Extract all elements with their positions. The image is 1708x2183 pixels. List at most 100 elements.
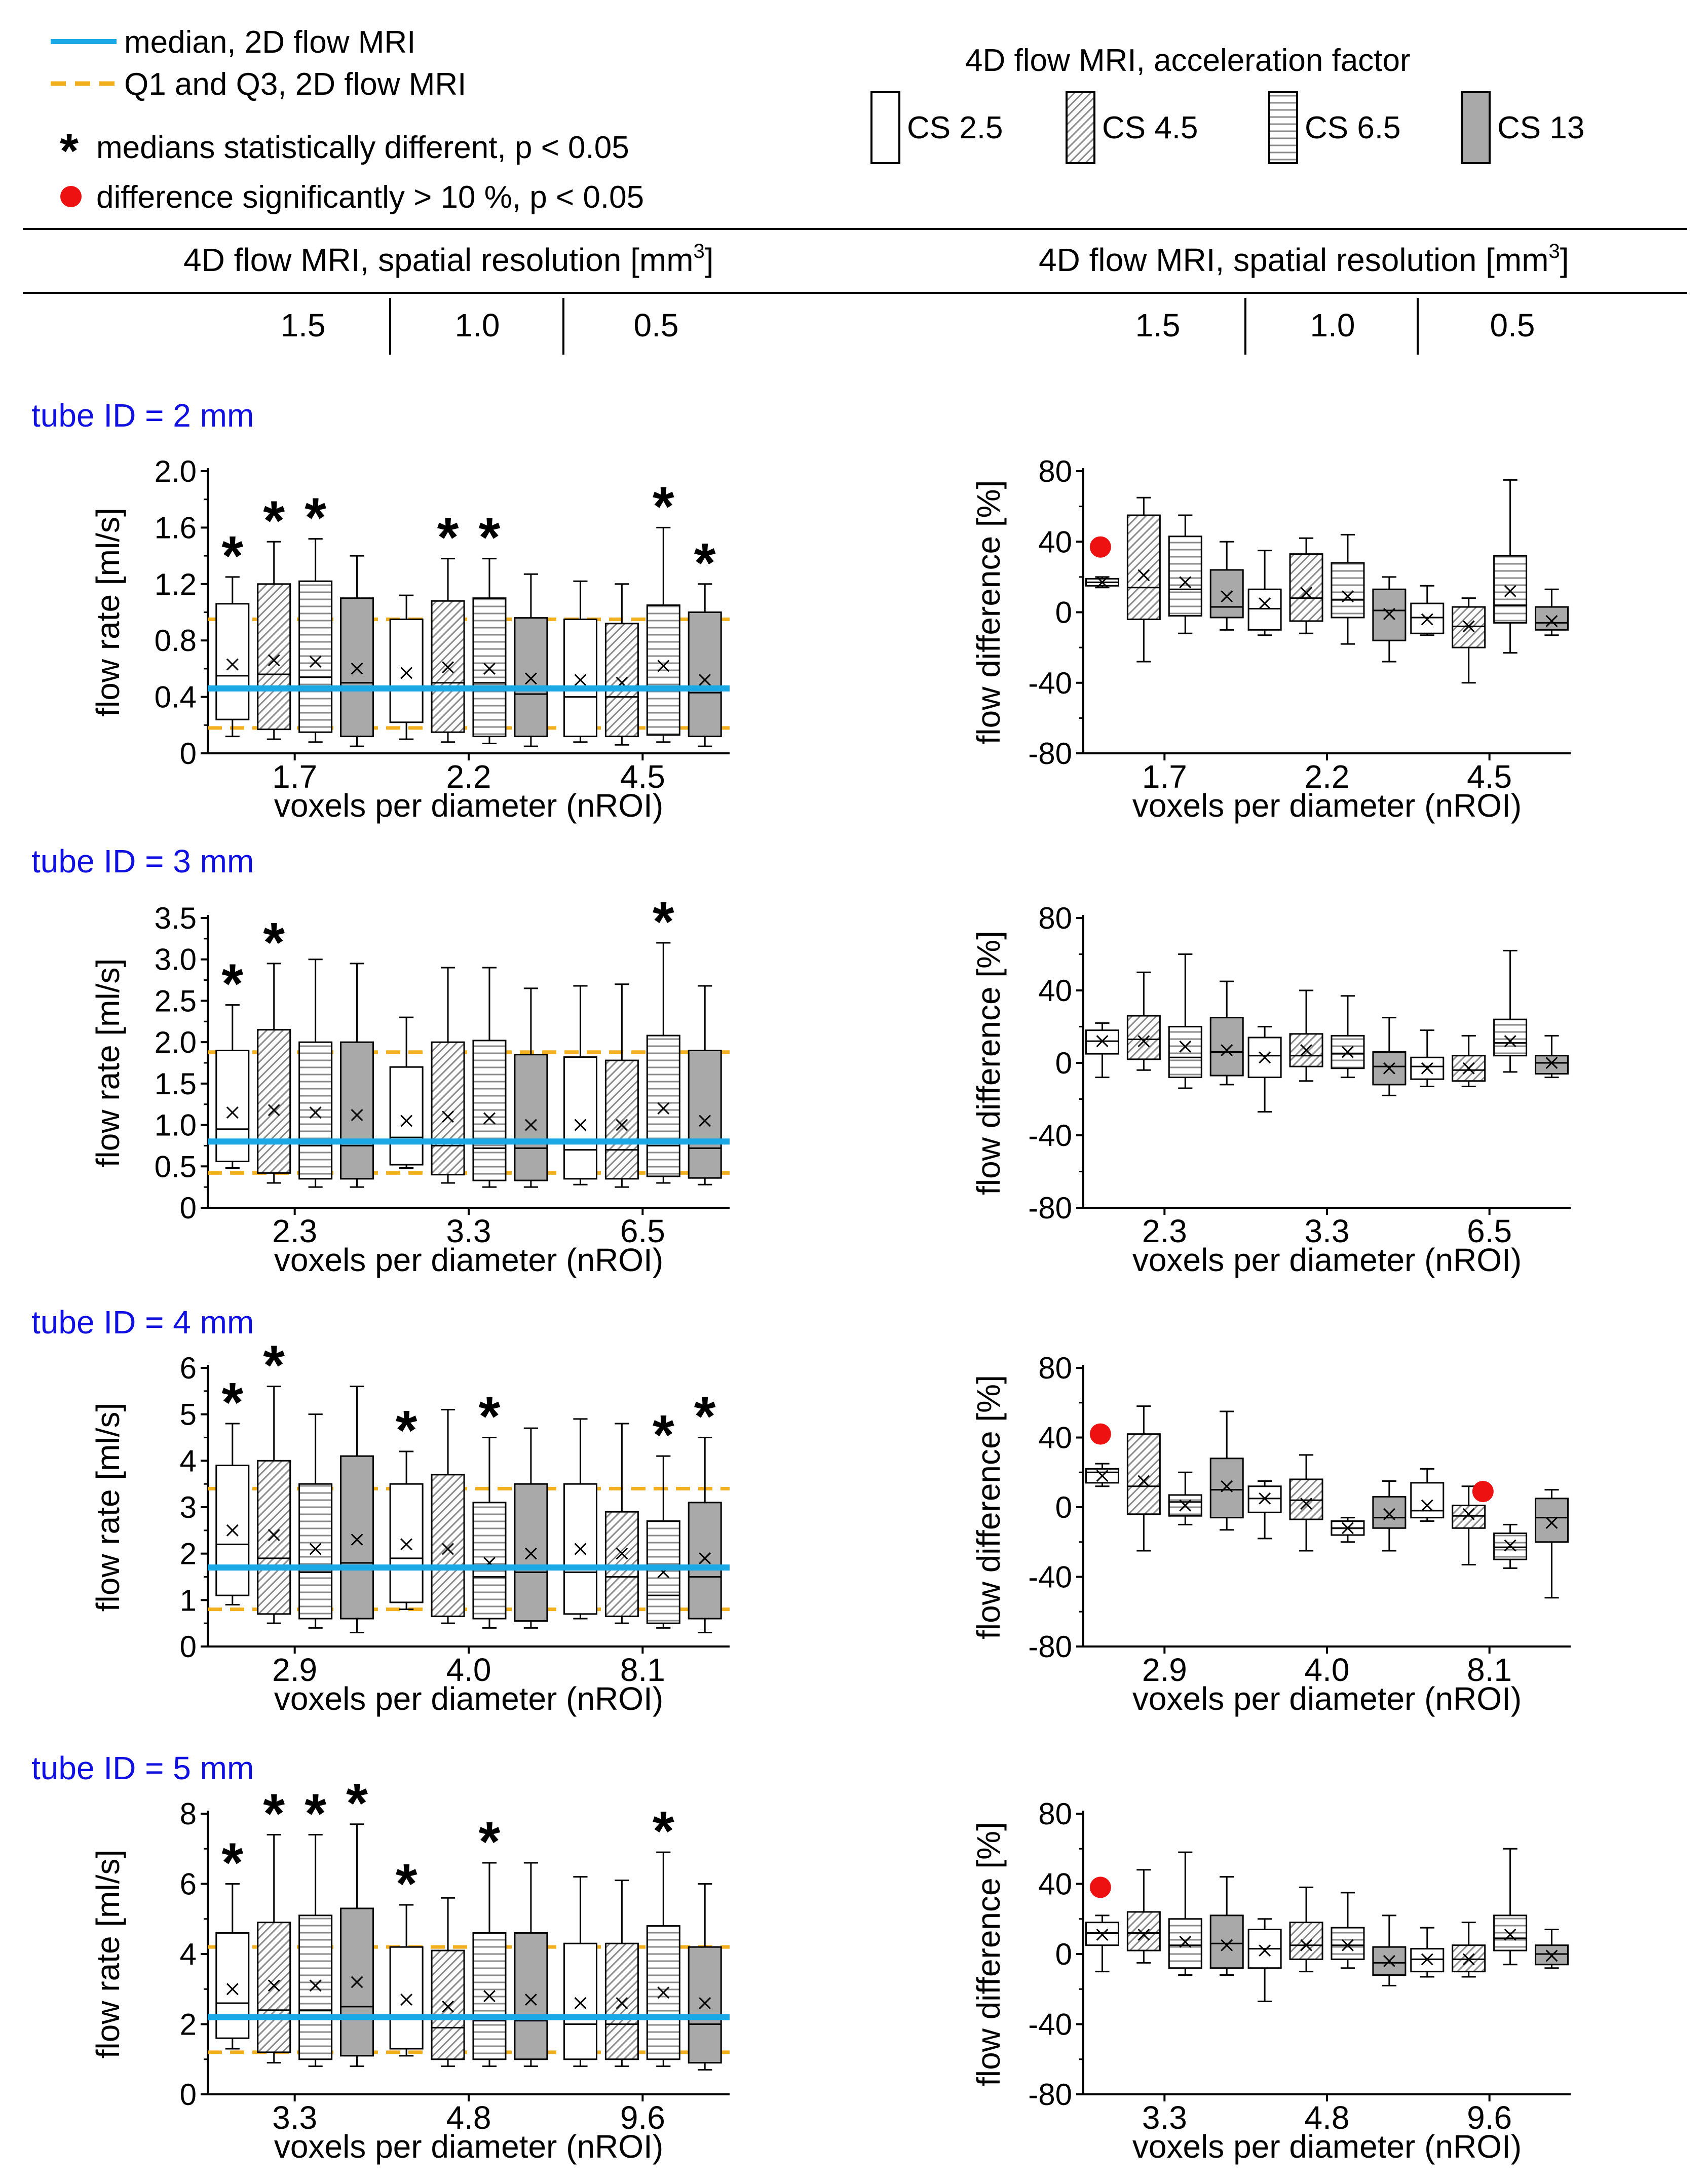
box-mean-marker xyxy=(524,1547,537,1560)
panel-6-ytick-label: 2 xyxy=(180,2008,197,2042)
box-mean-marker xyxy=(574,1119,587,1131)
box-iqr xyxy=(215,1049,250,1162)
box-iqr xyxy=(1493,1018,1528,1057)
panel-4-ytick-label: 2 xyxy=(180,1537,197,1571)
panel-5-ytick-label: -80 xyxy=(1028,1630,1072,1664)
box-mean-marker xyxy=(1383,1955,1395,1967)
panel-3-y-label: flow difference [%] xyxy=(970,931,1007,1195)
panel-6-significance-star: * xyxy=(305,1783,326,1845)
accel-label-cs45: CS 4.5 xyxy=(1102,110,1198,145)
panel-2-box-6.5-cs45 xyxy=(604,983,639,1188)
header-right-res-3: 0.5 xyxy=(1490,307,1535,343)
header-right-res-2: 1.0 xyxy=(1310,307,1355,343)
panel-6-box-4.8-cs13 xyxy=(514,1862,548,2067)
panel-2-ytick-label: 0.5 xyxy=(155,1150,197,1183)
panel-5-box-4.0-cs65 xyxy=(1331,1517,1365,1543)
box-mean-marker xyxy=(657,1986,670,1999)
box-mean-marker xyxy=(483,662,496,675)
accel-swatch-cs13 xyxy=(1461,91,1491,164)
box-mean-marker xyxy=(1096,1035,1109,1048)
box-mean-marker xyxy=(1421,1499,1433,1512)
box-mean-marker xyxy=(1096,576,1109,589)
panel-0-box-1.7-cs65 xyxy=(298,538,333,743)
box-iqr xyxy=(688,1049,722,1179)
box-mean-marker xyxy=(351,1976,363,1988)
panel-0-box-4.5-cs45 xyxy=(604,583,639,746)
box-iqr xyxy=(431,1041,465,1176)
panel-3-ytick-label: 0 xyxy=(1055,1046,1072,1080)
box-mean-marker xyxy=(226,658,239,671)
panel-2-significance-star: * xyxy=(263,911,285,974)
panel-4-significance-star: * xyxy=(263,1334,285,1397)
panel-7-y-label: flow difference [%] xyxy=(970,1822,1007,2086)
box-mean-marker xyxy=(268,1529,280,1541)
panel-3-ytick-label: 40 xyxy=(1038,974,1072,1008)
box-iqr xyxy=(1209,1914,1244,1969)
box-mean-marker xyxy=(1259,1492,1271,1505)
box-mean-marker xyxy=(1221,590,1233,603)
box-iqr xyxy=(1372,1496,1407,1529)
panel-6-box-4.8-cs25 xyxy=(389,1904,424,2057)
panel-5-flow-difference-chart: -80 -40 0 40 80 flow difference [%] 2.9 4.0 8.1v… xyxy=(970,1351,1571,1717)
panel-5-xtick-label: 8.1 xyxy=(1467,1652,1512,1688)
panel-2-box-2.3-cs13 xyxy=(340,963,374,1188)
panel-2-ytick-label: 3.5 xyxy=(155,901,197,935)
panel-5-box-4.0-cs45 xyxy=(1289,1454,1323,1552)
panel-6-significance-star: * xyxy=(221,1832,243,1894)
box-mean-marker xyxy=(1383,1062,1395,1075)
box-iqr xyxy=(340,597,374,738)
panel-0-box-4.5-cs65 xyxy=(646,526,680,743)
panel-1-ytick-label: -40 xyxy=(1028,666,1072,700)
panel-2-box-3.3-cs65 xyxy=(472,967,507,1188)
panel-0-box-1.7-cs45 xyxy=(257,541,291,740)
panel-1-box-1.7-cs45 xyxy=(1126,496,1161,663)
panel-3-flow-difference-chart: -80 -40 0 40 80 flow difference [%] 2.3 3.3 6.5v… xyxy=(970,901,1571,1278)
panel-1-box-1.7-cs13 xyxy=(1209,541,1244,631)
accel-swatch-cs25 xyxy=(870,91,900,164)
box-mean-marker xyxy=(226,1983,239,1996)
panel-5-box-4.0-cs13 xyxy=(1372,1480,1407,1552)
box-mean-marker xyxy=(1259,1944,1271,1957)
panel-0-y-label: flow rate [ml/s] xyxy=(90,508,126,717)
tube-title-2mm: tube ID = 2 mm xyxy=(31,397,254,434)
tube-title-4mm: tube ID = 4 mm xyxy=(31,1304,254,1341)
panel-7-x-label: voxels per diameter (nROI) xyxy=(1132,2128,1522,2165)
box-iqr xyxy=(257,1460,291,1615)
panel-2-y-label: flow rate [ml/s] xyxy=(90,959,126,1168)
panel-0-box-1.7-cs25 xyxy=(215,576,250,738)
box-mean-marker xyxy=(1179,576,1192,589)
box-iqr xyxy=(514,1483,548,1622)
panel-4-significance-star: * xyxy=(479,1386,501,1448)
panel-2-box-6.5-cs25 xyxy=(563,985,597,1185)
panel-5-xtick-label: 2.9 xyxy=(1142,1652,1187,1688)
box-mean-marker xyxy=(699,1552,711,1564)
box-mean-marker xyxy=(1137,1475,1150,1487)
box-mean-marker xyxy=(1137,569,1150,582)
panel-7-box-3.3-cs45 xyxy=(1126,1869,1161,1964)
box-mean-marker xyxy=(657,660,670,672)
panel-2-box-2.3-cs45 xyxy=(257,963,291,1184)
panel-5-difference-dot xyxy=(1089,1423,1111,1445)
box-mean-marker xyxy=(1383,608,1395,620)
panel-0-ytick-label: 0.4 xyxy=(155,680,197,714)
panel-2-box-3.3-cs13 xyxy=(514,987,548,1188)
box-mean-marker xyxy=(1179,1040,1192,1053)
panel-2-ytick-label: 2.0 xyxy=(155,1025,197,1059)
panel-4-y-label: flow rate [ml/s] xyxy=(90,1403,126,1612)
panel-6-y-label: flow rate [ml/s] xyxy=(90,1850,126,2059)
panel-0-box-4.5-cs13 xyxy=(688,583,722,747)
panel-3-ytick-label: -40 xyxy=(1028,1119,1072,1153)
box-mean-marker xyxy=(524,1994,537,2006)
panel-3-box-6.5-cs25 xyxy=(1410,1029,1445,1087)
box-iqr xyxy=(431,1474,465,1617)
box-iqr xyxy=(688,1502,722,1620)
box-iqr xyxy=(563,1056,597,1180)
box-iqr xyxy=(257,583,291,731)
panel-6-box-4.8-cs45 xyxy=(431,1897,465,2067)
panel-3-box-3.3-cs25 xyxy=(1247,1026,1282,1113)
box-mean-marker xyxy=(309,1106,322,1119)
box-iqr xyxy=(1168,1026,1202,1079)
panel-5-ytick-label: 80 xyxy=(1038,1351,1072,1385)
legend-quartile-label: Q1 and Q3, 2D flow MRI xyxy=(124,67,466,102)
